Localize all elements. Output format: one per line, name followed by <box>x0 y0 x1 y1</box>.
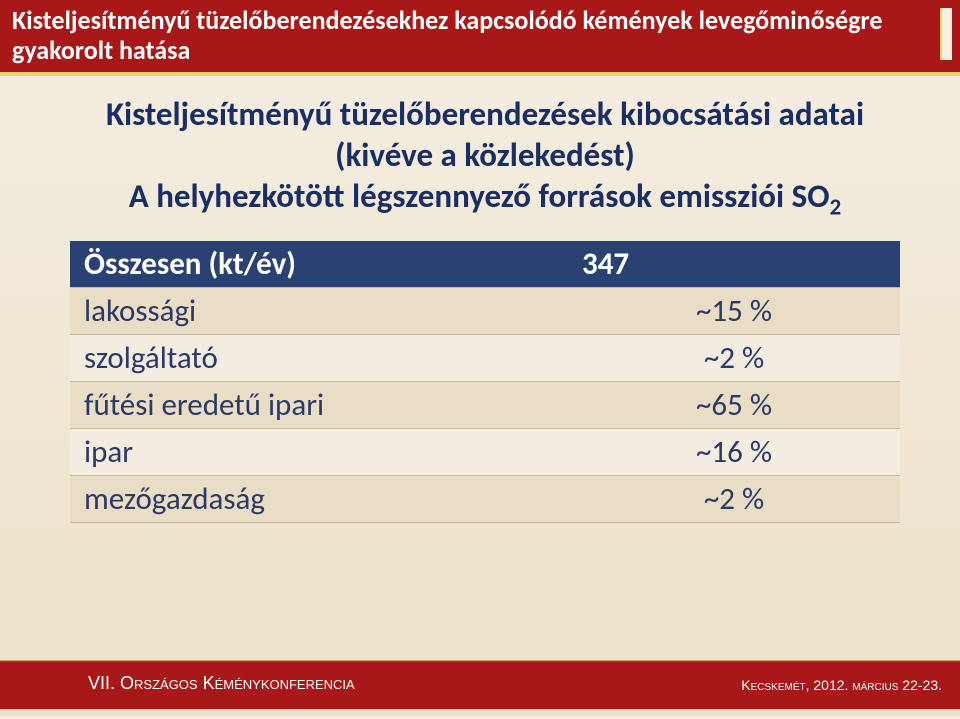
row-label: mezőgazdaság <box>70 475 568 522</box>
row-value: ~2 % <box>568 334 900 381</box>
table-header-label: Összesen (kt/év) <box>70 241 568 288</box>
table-header-value: 347 <box>568 241 900 288</box>
row-label: ipar <box>70 428 568 475</box>
footer-left-text: VII. Országos Kéménykonferencia <box>88 673 355 694</box>
heading-line1: Kisteljesítményű tüzelőberendezések kibo… <box>106 94 864 175</box>
row-value: ~2 % <box>568 475 900 522</box>
footer-left-main: Országos Kéménykonferencia <box>120 673 355 693</box>
header-title: Kisteljesítményű tüzelőberendezésekhez k… <box>12 6 948 66</box>
footer-bar: VII. Országos Kéménykonferencia Kecskemé… <box>0 663 960 709</box>
table-row: ipar ~16 % <box>70 428 900 475</box>
slide-footer: VII. Országos Kéménykonferencia Kecskemé… <box>0 660 960 716</box>
table-row: szolgáltató ~2 % <box>70 334 900 381</box>
table-row: lakossági ~15 % <box>70 287 900 334</box>
table-header-row: Összesen (kt/év) 347 <box>70 241 900 288</box>
slide-header: Kisteljesítményű tüzelőberendezésekhez k… <box>0 0 960 76</box>
heading-subscript: 2 <box>830 194 842 222</box>
row-label: szolgáltató <box>70 334 568 381</box>
header-right-accent <box>940 8 952 60</box>
row-value: ~65 % <box>568 381 900 428</box>
table-row: fűtési eredetű ipari ~65 % <box>70 381 900 428</box>
footer-right-text: Kecskemét, 2012. március 22-23. <box>741 677 942 693</box>
row-label: fűtési eredetű ipari <box>70 381 568 428</box>
table-row: mezőgazdaság ~2 % <box>70 475 900 522</box>
content-area: Kisteljesítményű tüzelőberendezések kibo… <box>0 76 960 523</box>
emissions-table: Összesen (kt/év) 347 lakossági ~15 % szo… <box>70 241 900 523</box>
heading-line2: A helyhezkötött légszennyező források em… <box>129 176 830 216</box>
row-label: lakossági <box>70 287 568 334</box>
content-heading: Kisteljesítményű tüzelőberendezések kibo… <box>70 94 900 223</box>
footer-left-prefix: VII. <box>88 673 120 693</box>
row-value: ~15 % <box>568 287 900 334</box>
row-value: ~16 % <box>568 428 900 475</box>
